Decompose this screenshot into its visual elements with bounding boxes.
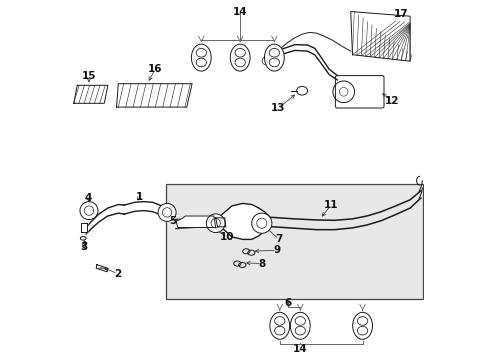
Circle shape: [158, 203, 176, 221]
Polygon shape: [81, 223, 87, 232]
Ellipse shape: [191, 44, 211, 71]
Text: 9: 9: [273, 245, 280, 255]
Text: 17: 17: [393, 9, 407, 19]
Ellipse shape: [230, 44, 249, 71]
Polygon shape: [123, 202, 167, 218]
Text: 8: 8: [258, 258, 265, 269]
Text: 12: 12: [384, 96, 398, 106]
Polygon shape: [74, 85, 108, 103]
Text: 5: 5: [169, 216, 177, 226]
Bar: [166, 184, 422, 299]
Text: 2: 2: [114, 269, 121, 279]
Polygon shape: [350, 12, 409, 61]
Text: 14: 14: [232, 6, 247, 17]
Text: 11: 11: [323, 200, 338, 210]
Ellipse shape: [352, 312, 372, 339]
Ellipse shape: [269, 312, 289, 339]
Text: 16: 16: [148, 64, 162, 74]
Text: 4: 4: [84, 193, 91, 203]
Circle shape: [206, 214, 224, 233]
Text: 3: 3: [81, 242, 88, 252]
Text: 13: 13: [270, 103, 285, 113]
Circle shape: [80, 202, 98, 220]
Text: 1: 1: [136, 192, 142, 202]
Text: 6: 6: [284, 298, 291, 308]
FancyBboxPatch shape: [335, 76, 383, 108]
Text: 10: 10: [220, 232, 234, 242]
Circle shape: [251, 213, 271, 233]
Polygon shape: [176, 216, 215, 228]
Polygon shape: [215, 218, 225, 227]
Ellipse shape: [290, 312, 309, 339]
Text: 7: 7: [274, 234, 282, 244]
Ellipse shape: [264, 44, 284, 71]
Polygon shape: [219, 203, 269, 239]
Text: 14: 14: [292, 344, 307, 354]
Text: 15: 15: [81, 71, 96, 81]
Polygon shape: [116, 84, 192, 107]
